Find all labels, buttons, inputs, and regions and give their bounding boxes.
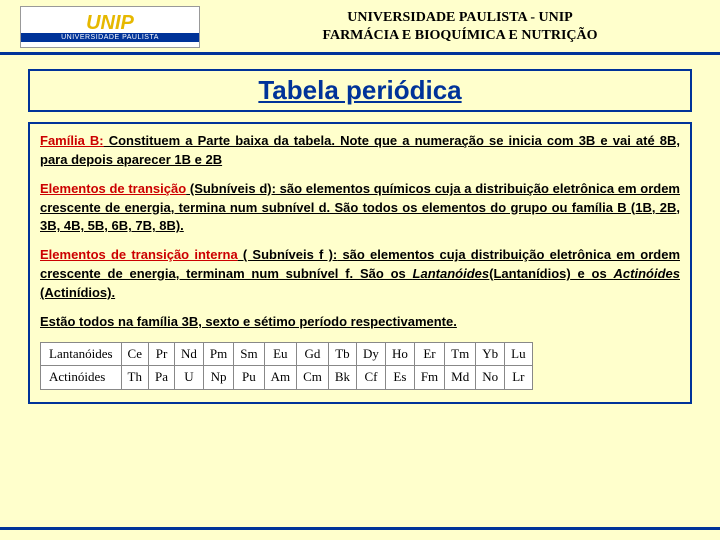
content-box: Família B: Constituem a Parte baixa da t… [28, 122, 692, 404]
element-cell: Ce [121, 342, 148, 366]
element-cell: No [476, 366, 505, 390]
lead-trans-interna: Elementos de transição interna [40, 247, 238, 262]
element-cell: Gd [297, 342, 329, 366]
lead-transicao: Elementos de transição [40, 181, 186, 196]
logo-text-top: UNIP [86, 13, 134, 33]
header-line1: UNIVERSIDADE PAULISTA - UNIP [220, 9, 700, 27]
table-row: Lantanóides Ce Pr Nd Pm Sm Eu Gd Tb Dy H… [41, 342, 533, 366]
header-title: UNIVERSIDADE PAULISTA - UNIP FARMÁCIA E … [220, 9, 700, 45]
paragraph-familia-3b: Estão todos na família 3B, sexto e sétim… [40, 313, 680, 332]
paren-trans-interna: ( Subníveis f ): [238, 247, 338, 262]
element-cell: Lu [505, 342, 532, 366]
lantanidios: (Lantanídios) [489, 266, 571, 281]
element-cell: U [175, 366, 204, 390]
element-cell: Tm [445, 342, 476, 366]
element-cell: Nd [175, 342, 204, 366]
unip-logo: UNIP UNIVERSIDADE PAULISTA [20, 6, 200, 48]
element-cell: Dy [357, 342, 386, 366]
row-label-lantanoides: Lantanóides [41, 342, 122, 366]
page-title: Tabela periódica [258, 75, 461, 105]
header-line2: FARMÁCIA E BIOQUÍMICA E NUTRIÇÃO [220, 27, 700, 45]
element-cell: Lr [505, 366, 532, 390]
footer-divider [0, 527, 720, 530]
element-cell: Am [264, 366, 297, 390]
actinidios: (Actinídios). [40, 285, 115, 300]
text-familia-b: Constituem a Parte baixa da tabela. Note… [40, 133, 680, 167]
element-cell: Er [414, 342, 444, 366]
and-connector: e os [571, 266, 614, 281]
logo-text-bottom: UNIVERSIDADE PAULISTA [21, 33, 199, 42]
element-cell: Pa [149, 366, 175, 390]
header: UNIP UNIVERSIDADE PAULISTA UNIVERSIDADE … [0, 0, 720, 55]
title-box: Tabela periódica [28, 69, 692, 112]
element-cell: Pm [203, 342, 233, 366]
element-cell: Tb [328, 342, 356, 366]
element-cell: Pu [234, 366, 264, 390]
paragraph-transicao: Elementos de transição (Subníveis d): sã… [40, 180, 680, 237]
lead-familia-b: Família B: [40, 133, 104, 148]
element-cell: Bk [328, 366, 356, 390]
element-cell: Md [445, 366, 476, 390]
element-cell: Pr [149, 342, 175, 366]
element-cell: Cf [357, 366, 386, 390]
element-cell: Sm [234, 342, 264, 366]
table-row: Actinóides Th Pa U Np Pu Am Cm Bk Cf Es … [41, 366, 533, 390]
element-cell: Th [121, 366, 148, 390]
paragraph-transicao-interna: Elementos de transição interna ( Subníve… [40, 246, 680, 303]
element-cell: Ho [385, 342, 414, 366]
element-cell: Cm [297, 366, 329, 390]
element-cell: Es [385, 366, 414, 390]
element-cell: Yb [476, 342, 505, 366]
actinoides: Actinóides [614, 266, 680, 281]
elements-table: Lantanóides Ce Pr Nd Pm Sm Eu Gd Tb Dy H… [40, 342, 533, 391]
paren-transicao: (Subníveis d): [186, 181, 276, 196]
element-cell: Np [203, 366, 233, 390]
paragraph-familia-b: Família B: Constituem a Parte baixa da t… [40, 132, 680, 170]
element-cell: Fm [414, 366, 444, 390]
element-cell: Eu [264, 342, 297, 366]
row-label-actinoides: Actinóides [41, 366, 122, 390]
lantanoides: Lantanóides [413, 266, 490, 281]
